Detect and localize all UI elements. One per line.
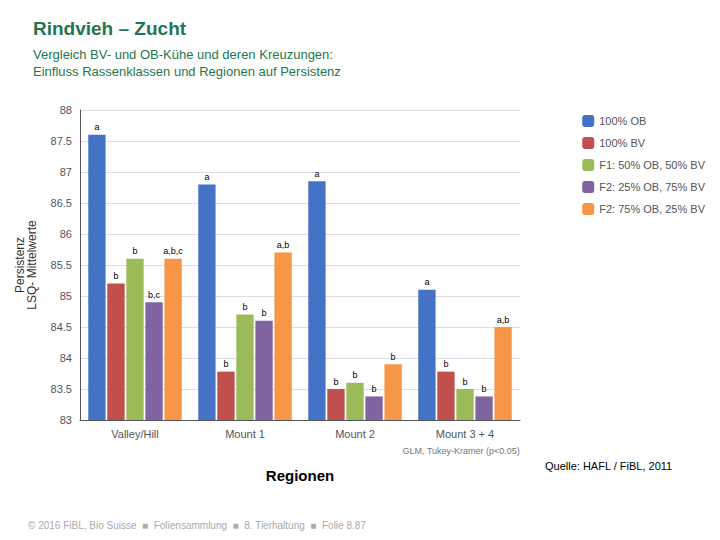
svg-text:b,c: b,c — [148, 290, 161, 300]
svg-text:b: b — [242, 302, 247, 312]
svg-text:83.5: 83.5 — [51, 383, 72, 395]
svg-text:Valley/Hill: Valley/Hill — [111, 428, 158, 440]
svg-text:© 2016 FiBL, Bio Suisse ■ Fo: © 2016 FiBL, Bio Suisse ■ Foliensammlung… — [28, 520, 366, 531]
svg-text:Regionen: Regionen — [266, 467, 334, 484]
svg-text:b: b — [262, 308, 267, 318]
svg-text:100% OB: 100% OB — [599, 115, 646, 127]
svg-text:b: b — [443, 359, 448, 369]
svg-text:b: b — [372, 384, 377, 394]
svg-text:Quelle: HAFL / FiBL, 2011: Quelle: HAFL / FiBL, 2011 — [545, 460, 672, 472]
svg-text:LSQ- Mittelwerte: LSQ- Mittelwerte — [25, 220, 39, 310]
svg-text:a: a — [204, 172, 209, 182]
svg-text:83: 83 — [60, 414, 72, 426]
svg-text:85.5: 85.5 — [51, 259, 72, 271]
svg-text:88: 88 — [60, 104, 72, 116]
svg-text:a: a — [314, 169, 319, 179]
svg-text:Persistenz: Persistenz — [13, 237, 27, 293]
svg-text:Mount 1: Mount 1 — [225, 428, 265, 440]
svg-text:a: a — [94, 122, 99, 132]
svg-text:b: b — [223, 359, 228, 369]
svg-text:a,b: a,b — [277, 240, 290, 250]
svg-text:b: b — [113, 271, 118, 281]
svg-text:b: b — [391, 352, 396, 362]
svg-text:100% BV: 100% BV — [599, 137, 646, 149]
svg-text:Einfluss Rassenklassen und Reg: Einfluss Rassenklassen und Regionen auf … — [33, 64, 341, 79]
svg-text:86: 86 — [60, 228, 72, 240]
svg-text:87: 87 — [60, 166, 72, 178]
svg-text:84.5: 84.5 — [51, 321, 72, 333]
svg-text:GLM, Tukey-Kramer (p<0.05): GLM, Tukey-Kramer (p<0.05) — [403, 446, 520, 456]
svg-text:Rindvieh – Zucht: Rindvieh – Zucht — [33, 18, 187, 39]
svg-text:84: 84 — [60, 352, 72, 364]
svg-text:Vergleich BV- und OB-Kühe und: Vergleich BV- und OB-Kühe und deren Kreu… — [33, 47, 333, 62]
svg-text:Mount 2: Mount 2 — [335, 428, 375, 440]
svg-text:87.5: 87.5 — [51, 135, 72, 147]
svg-text:a,b: a,b — [497, 315, 510, 325]
svg-text:F2: 25% OB, 75% BV: F2: 25% OB, 75% BV — [599, 181, 705, 193]
svg-text:a,b,c: a,b,c — [163, 246, 183, 256]
svg-text:b: b — [333, 377, 338, 387]
svg-text:b: b — [462, 377, 467, 387]
svg-text:F1: 50% OB, 50% BV: F1: 50% OB, 50% BV — [599, 159, 705, 171]
svg-text:F2: 75% OB, 25% BV: F2: 75% OB, 25% BV — [599, 203, 705, 215]
svg-text:a: a — [424, 277, 429, 287]
svg-text:86.5: 86.5 — [51, 197, 72, 209]
svg-text:Mount 3 + 4: Mount 3 + 4 — [436, 428, 494, 440]
svg-text:b: b — [352, 370, 357, 380]
svg-text:b: b — [132, 246, 137, 256]
svg-text:85: 85 — [60, 290, 72, 302]
svg-text:b: b — [482, 384, 487, 394]
